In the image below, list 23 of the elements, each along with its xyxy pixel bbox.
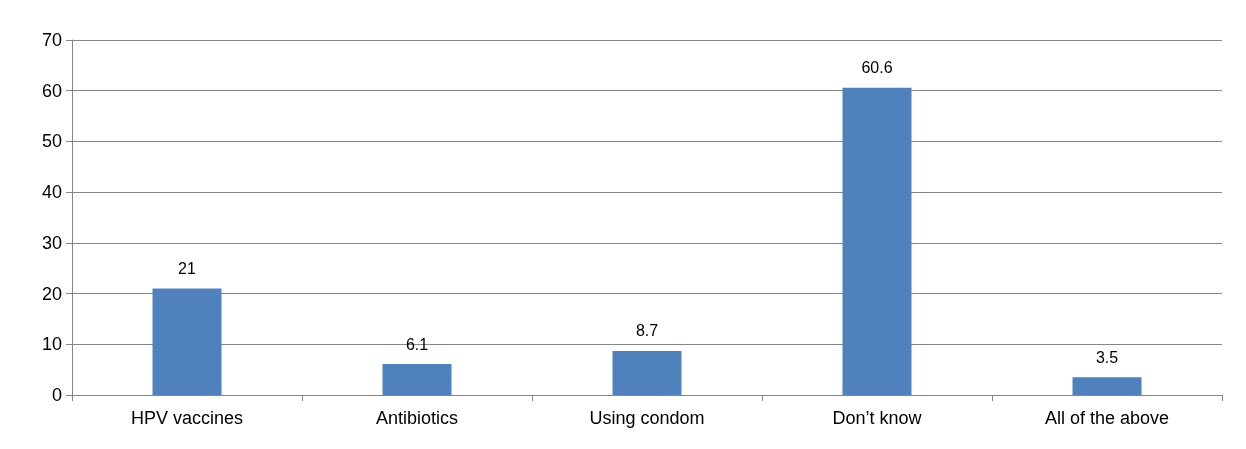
y-tick-label: 0 xyxy=(51,385,62,405)
bar xyxy=(152,288,222,395)
bar xyxy=(1072,377,1142,395)
data-label: 8.7 xyxy=(635,322,659,340)
data-label: 60.6 xyxy=(861,59,893,77)
y-tick-label: 20 xyxy=(41,283,62,304)
y-tick-label: 30 xyxy=(41,232,62,253)
x-tick-label: Antibiotics xyxy=(375,408,459,428)
y-tick-label: 60 xyxy=(41,80,62,101)
x-tick-label: Using condom xyxy=(589,408,705,428)
data-label: 6.1 xyxy=(405,335,429,353)
data-label: 21 xyxy=(178,260,196,277)
x-tick-label: HPV vaccines xyxy=(130,408,244,428)
x-tick-label: Don’t know xyxy=(832,408,923,428)
y-tick-label: 10 xyxy=(41,334,62,355)
y-tick-label: 70 xyxy=(41,30,62,50)
x-tick-label: All of the above xyxy=(1044,408,1170,428)
data-label: 3.5 xyxy=(1095,348,1119,366)
bar xyxy=(612,350,682,395)
bar xyxy=(382,364,452,395)
bar xyxy=(842,87,912,395)
y-tick-label: 50 xyxy=(41,131,62,152)
y-tick-label: 40 xyxy=(41,182,62,203)
